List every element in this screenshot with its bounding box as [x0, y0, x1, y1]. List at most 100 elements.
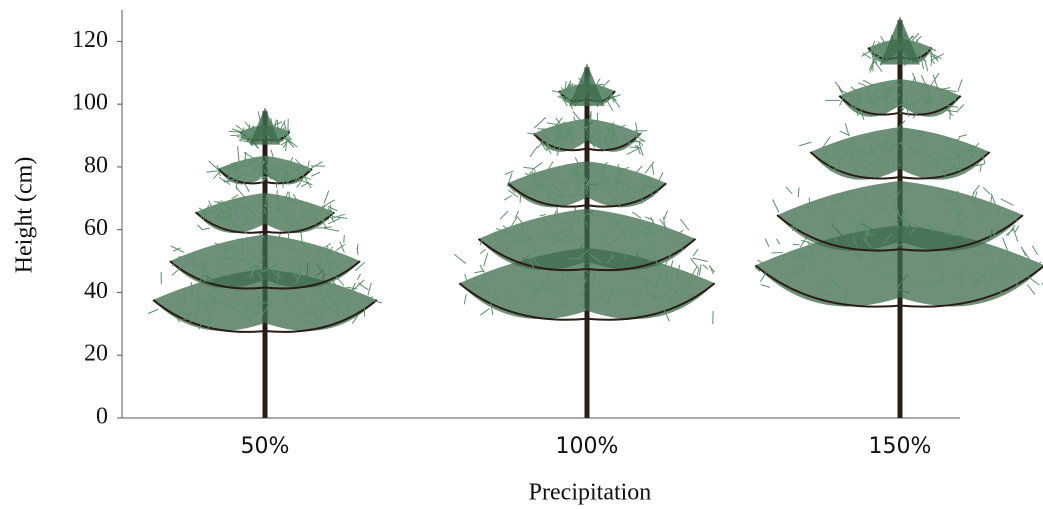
needle — [480, 249, 486, 253]
foliage — [810, 127, 900, 180]
needle — [613, 98, 620, 107]
foliage — [265, 193, 334, 233]
needle — [786, 187, 792, 194]
needle — [664, 210, 667, 219]
needle — [1028, 276, 1040, 285]
needle — [924, 58, 928, 71]
needle — [858, 83, 866, 86]
needle — [535, 169, 536, 178]
tree — [148, 107, 382, 418]
needle — [799, 142, 811, 146]
foliage — [900, 127, 990, 180]
needle — [931, 73, 939, 85]
needle — [530, 146, 538, 157]
y-tick-label: 60 — [84, 215, 108, 241]
foliage — [478, 209, 587, 270]
needle — [547, 123, 558, 125]
needle — [958, 79, 962, 91]
needle — [148, 309, 158, 313]
needle — [236, 187, 246, 199]
needle — [197, 225, 201, 229]
needle — [237, 239, 243, 240]
needle — [209, 201, 212, 208]
chart: Precipitation Height (cm) 02040608010012… — [0, 0, 1043, 509]
needle — [357, 274, 360, 280]
needle — [959, 135, 967, 137]
foliage — [508, 161, 587, 207]
needle — [540, 214, 546, 215]
needle — [198, 291, 199, 304]
needle — [680, 219, 688, 230]
needle — [532, 162, 542, 169]
needle — [644, 183, 645, 191]
needle — [311, 172, 320, 176]
y-tick-label: 100 — [72, 90, 108, 116]
needle — [311, 162, 322, 169]
foliage — [900, 181, 1023, 251]
needle — [201, 228, 210, 230]
x-tick-label: 50% — [241, 434, 290, 459]
needle — [697, 268, 699, 275]
needle — [957, 105, 964, 111]
needle — [524, 167, 534, 168]
needle — [703, 265, 708, 269]
crown-top — [880, 16, 920, 64]
tree — [755, 16, 1043, 418]
y-tick-label: 40 — [84, 278, 108, 304]
needle — [357, 244, 358, 251]
needle — [344, 235, 345, 243]
y-tick-label: 0 — [96, 404, 108, 430]
needle — [980, 165, 981, 172]
needle — [627, 149, 638, 155]
needle — [285, 220, 298, 221]
x-tick-label: 150% — [869, 434, 932, 459]
needle — [798, 187, 799, 197]
needle — [1015, 226, 1019, 232]
needle — [474, 271, 484, 273]
needle — [636, 166, 642, 173]
needle — [949, 235, 963, 236]
needle — [862, 52, 869, 57]
needle — [368, 283, 371, 296]
needle — [480, 309, 489, 316]
needle — [454, 254, 466, 264]
needle — [845, 123, 848, 134]
needle — [232, 195, 238, 199]
needle — [504, 196, 512, 201]
y-tick-label: 80 — [84, 152, 108, 178]
needle — [699, 264, 701, 275]
needle — [862, 53, 871, 58]
y-axis-label: Height (cm) — [12, 157, 38, 274]
needle — [692, 258, 707, 262]
needle — [693, 249, 698, 256]
needle — [173, 248, 181, 252]
needle — [214, 173, 219, 179]
needle — [358, 283, 368, 290]
needle — [952, 275, 961, 276]
needle — [1006, 229, 1014, 235]
needle — [652, 164, 654, 175]
foliage — [265, 156, 312, 185]
needle — [946, 110, 958, 112]
tree — [454, 63, 715, 418]
needle — [206, 171, 219, 173]
needle — [236, 178, 237, 190]
needle — [238, 146, 239, 162]
needle — [981, 212, 982, 221]
y-tick-label: 120 — [72, 27, 108, 53]
foliage — [265, 235, 360, 288]
needle — [324, 191, 329, 204]
needle — [1027, 284, 1035, 294]
needle — [224, 245, 225, 252]
needle — [500, 211, 508, 219]
needle — [520, 194, 521, 203]
needle — [765, 239, 769, 247]
foliage — [777, 181, 900, 251]
needle — [761, 285, 770, 288]
needle — [484, 253, 488, 266]
needle — [893, 155, 894, 168]
needle — [464, 294, 466, 304]
needle — [1001, 199, 1014, 206]
needle — [553, 222, 565, 223]
foliage — [170, 235, 265, 288]
